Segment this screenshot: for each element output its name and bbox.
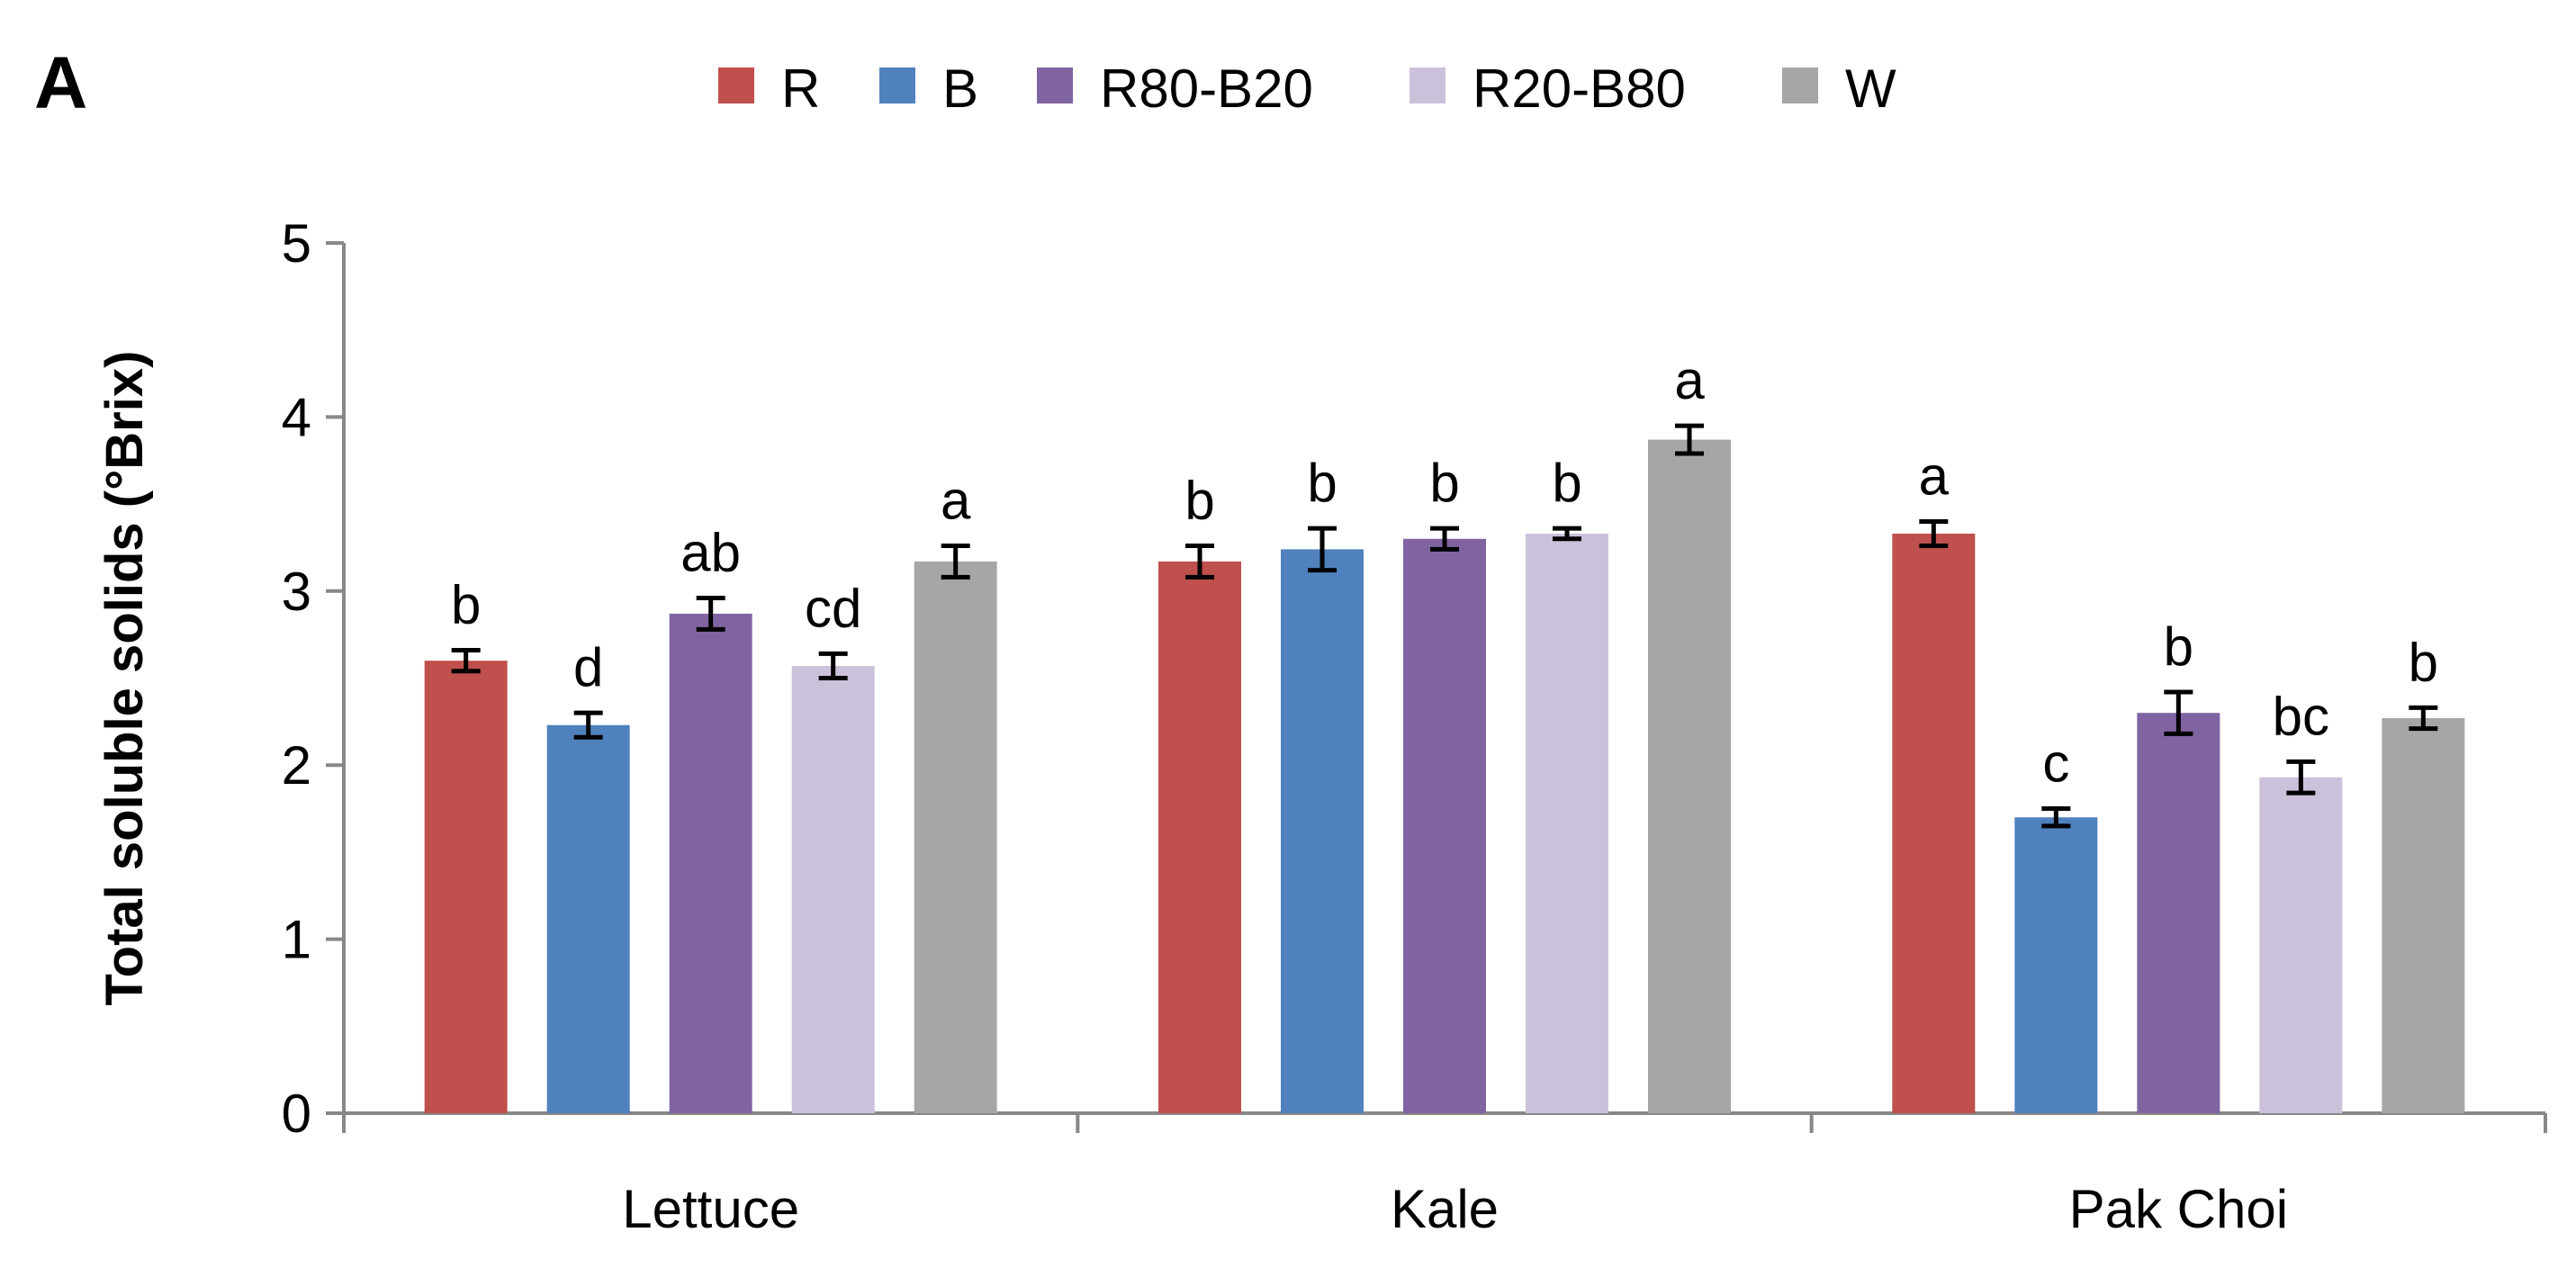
error-bar <box>2041 806 2071 829</box>
legend-swatch <box>718 67 754 103</box>
significance-letter: b <box>2164 616 2193 677</box>
panel-label: A <box>34 42 87 124</box>
significance-letter: b <box>1429 453 1459 513</box>
legend-label: W <box>1845 58 1896 119</box>
bar <box>791 665 875 1113</box>
legend-swatch <box>1782 67 1818 103</box>
error-bar <box>1308 526 1337 573</box>
significance-letter: d <box>573 637 603 697</box>
legend-label: R20-B80 <box>1473 58 1686 119</box>
error-bar <box>451 648 481 674</box>
y-tick-label: 4 <box>282 387 311 447</box>
x-category-label: Lettuce <box>622 1179 799 1239</box>
bar <box>546 724 630 1113</box>
bar <box>1892 533 1976 1113</box>
error-bar <box>1185 544 1214 580</box>
significance-letter: bc <box>2273 686 2329 746</box>
x-category-label: Pak Choi <box>2069 1179 2288 1239</box>
bars <box>424 423 2465 1113</box>
legend-label: R80-B20 <box>1100 58 1313 119</box>
bar <box>2259 777 2343 1113</box>
error-bar <box>573 710 603 740</box>
legend-item: R20-B80 <box>1410 58 1686 119</box>
error-bar <box>2164 689 2193 736</box>
error-bar <box>696 596 725 632</box>
bar <box>2382 717 2465 1113</box>
legend-item: R80-B20 <box>1037 58 1313 119</box>
bar <box>1403 538 1486 1113</box>
significance-letter: b <box>1184 471 1214 531</box>
bar <box>1281 549 1364 1113</box>
error-bar <box>1430 526 1459 552</box>
error-bar <box>941 544 970 580</box>
error-bar <box>1675 423 1704 456</box>
legend-label: R <box>781 58 820 119</box>
legend-swatch <box>1037 67 1073 103</box>
significance-letter: cd <box>805 578 861 638</box>
bar <box>1526 533 1608 1113</box>
significance-letter: b <box>451 575 481 635</box>
bar <box>424 661 508 1113</box>
legend-label: B <box>942 58 978 119</box>
significance-letter: ab <box>680 523 741 583</box>
error-bar <box>1919 518 1949 549</box>
bar <box>2137 713 2220 1113</box>
legend-swatch <box>879 67 915 103</box>
y-tick-label: 1 <box>282 910 311 970</box>
significance-letter: b <box>1307 453 1337 513</box>
bar <box>1158 561 1241 1113</box>
error-bar <box>1553 526 1581 542</box>
significance-letter: a <box>941 471 971 531</box>
y-tick-label: 3 <box>282 562 311 622</box>
y-axis-title: Total soluble solids (°Brix) <box>95 351 154 1006</box>
bar <box>914 561 997 1113</box>
bar <box>2014 817 2098 1113</box>
legend-item: B <box>879 58 978 119</box>
error-bar <box>2286 759 2316 796</box>
error-bar <box>818 651 848 680</box>
significance-letter: b <box>2409 632 2438 692</box>
legend-swatch <box>1410 67 1446 103</box>
bar <box>669 613 752 1113</box>
y-tick-label: 2 <box>282 735 311 796</box>
significance-letter: b <box>1552 453 1581 513</box>
significance-letter: a <box>1674 350 1705 410</box>
legend-item: W <box>1782 58 1896 119</box>
error-bar <box>2409 705 2438 732</box>
significance-letter: c <box>2042 733 2069 794</box>
y-tick-label: 5 <box>282 213 311 274</box>
y-tick-label: 0 <box>282 1084 311 1144</box>
legend-item: R <box>718 58 820 119</box>
legend: R B R80-B20 R20-B80 W <box>718 58 1896 119</box>
bar <box>1648 439 1731 1113</box>
x-category-label: Kale <box>1391 1179 1499 1239</box>
significance-letter: a <box>1919 445 1950 506</box>
